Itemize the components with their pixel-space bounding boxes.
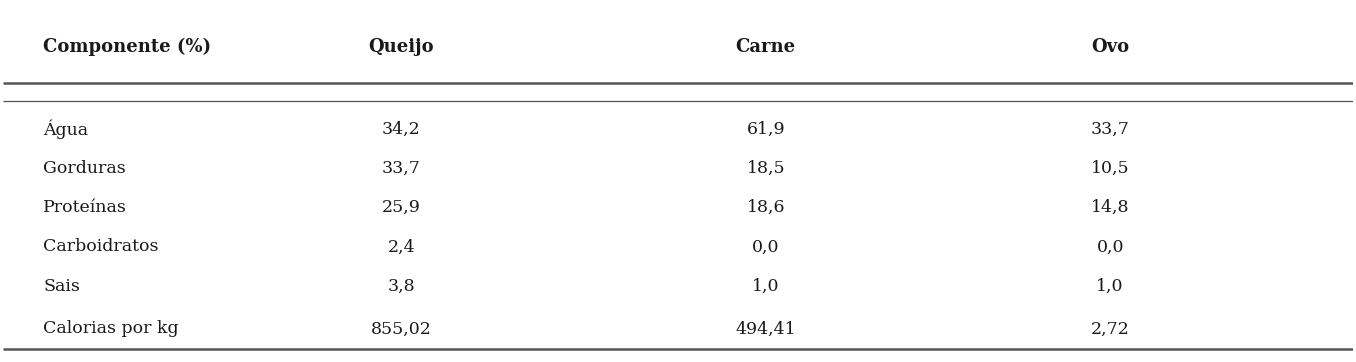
Text: Ovo: Ovo [1092,38,1130,56]
Text: Sais: Sais [43,278,80,295]
Text: 18,5: 18,5 [746,160,785,177]
Text: 33,7: 33,7 [1090,121,1130,138]
Text: 14,8: 14,8 [1090,199,1130,216]
Text: Queijo: Queijo [369,38,434,56]
Text: 494,41: 494,41 [735,320,796,337]
Text: Água: Água [43,119,88,139]
Text: 0,0: 0,0 [753,239,780,256]
Text: 0,0: 0,0 [1097,239,1124,256]
Text: Carboidratos: Carboidratos [43,239,159,256]
Text: Componente (%): Componente (%) [43,38,212,56]
Text: Carne: Carne [736,38,796,56]
Text: 61,9: 61,9 [746,121,785,138]
Text: 2,72: 2,72 [1090,320,1130,337]
Text: 33,7: 33,7 [382,160,420,177]
Text: 25,9: 25,9 [382,199,420,216]
Text: 1,0: 1,0 [753,278,780,295]
Text: Calorias por kg: Calorias por kg [43,320,179,337]
Text: 2,4: 2,4 [388,239,415,256]
Text: 3,8: 3,8 [388,278,415,295]
Text: 18,6: 18,6 [747,199,785,216]
Text: 34,2: 34,2 [382,121,420,138]
Text: Gorduras: Gorduras [43,160,126,177]
Text: Proteínas: Proteínas [43,199,127,216]
Text: 855,02: 855,02 [370,320,431,337]
Text: 10,5: 10,5 [1090,160,1130,177]
Text: 1,0: 1,0 [1097,278,1124,295]
